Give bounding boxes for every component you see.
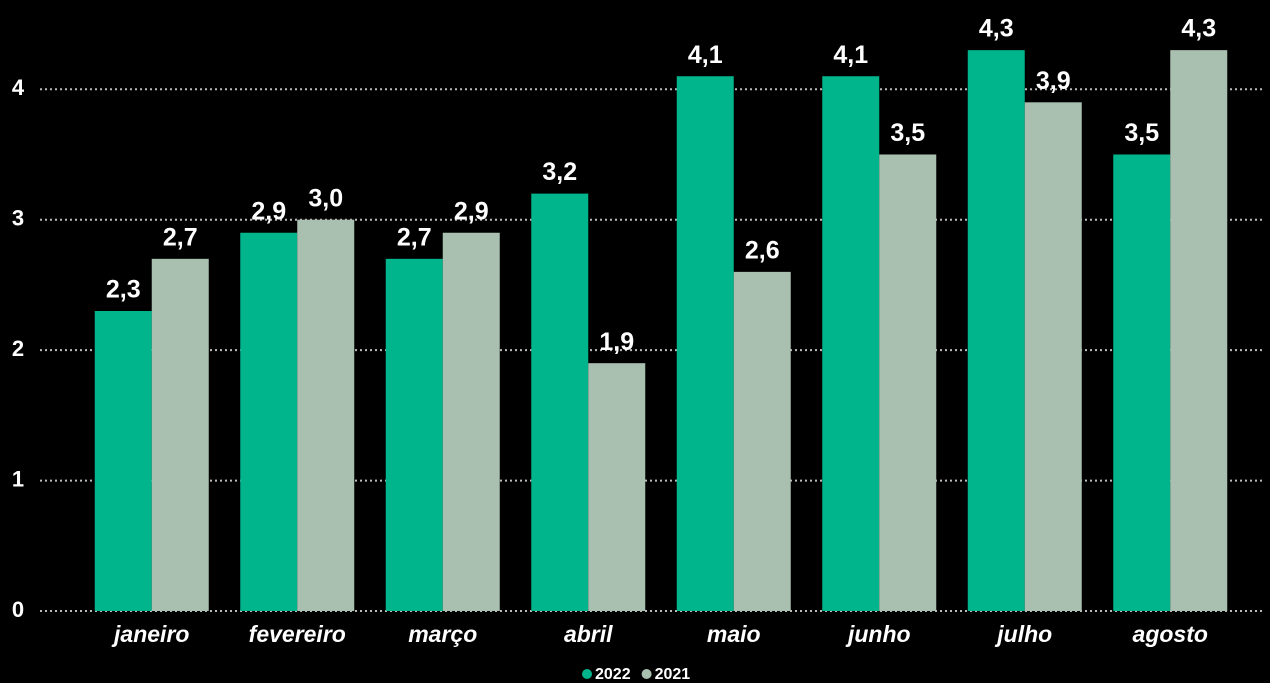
- x-tick-label: abril: [564, 621, 613, 647]
- value-label: 3,2: [542, 158, 577, 186]
- x-tick-label: julho: [994, 621, 1052, 647]
- x-tick-label: agosto: [1133, 621, 1208, 647]
- bar: [442, 232, 500, 611]
- bar: [531, 193, 589, 611]
- value-label: 2,9: [454, 197, 489, 225]
- value-label: 3,5: [890, 119, 925, 147]
- y-tick-label: 4: [12, 75, 25, 100]
- bar: [1113, 154, 1171, 611]
- x-tick-label: junho: [845, 621, 911, 647]
- value-label: 2,7: [163, 223, 198, 251]
- bar: [1024, 102, 1082, 611]
- value-label: 2,7: [397, 223, 432, 251]
- x-tick-label: março: [408, 621, 477, 647]
- value-label: 2,6: [745, 236, 780, 264]
- value-label: 3,0: [308, 184, 343, 212]
- x-tick-label: fevereiro: [249, 621, 346, 647]
- bar: [588, 363, 646, 611]
- legend-label: 2021: [655, 666, 691, 683]
- bar: [1170, 50, 1228, 612]
- y-tick-label: 2: [12, 336, 24, 361]
- x-tick-label: maio: [707, 621, 761, 647]
- value-label: 4,3: [979, 15, 1014, 43]
- value-label: 3,5: [1124, 119, 1159, 147]
- value-label: 2,3: [106, 276, 141, 304]
- value-label: 4,3: [1181, 15, 1216, 43]
- bar: [879, 154, 937, 611]
- bar: [822, 76, 880, 611]
- value-label: 1,9: [599, 328, 634, 356]
- legend-swatch: [641, 669, 652, 679]
- value-label: 2,9: [251, 197, 286, 225]
- bar: [385, 258, 443, 611]
- bar: [676, 76, 734, 611]
- value-label: 4,1: [833, 41, 868, 69]
- legend-swatch: [582, 669, 592, 679]
- x-tick-label: janeiro: [111, 621, 189, 647]
- bar: [240, 232, 298, 611]
- legend-label: 2022: [595, 666, 631, 683]
- value-label: 3,9: [1036, 67, 1071, 95]
- value-label: 4,1: [688, 41, 723, 69]
- y-tick-label: 3: [12, 206, 24, 231]
- bar: [297, 219, 355, 611]
- bar: [967, 50, 1025, 612]
- y-tick-label: 1: [12, 466, 24, 491]
- bar: [733, 271, 791, 611]
- bar: [94, 311, 152, 611]
- y-tick-label: 0: [12, 597, 24, 622]
- bar: [151, 258, 209, 611]
